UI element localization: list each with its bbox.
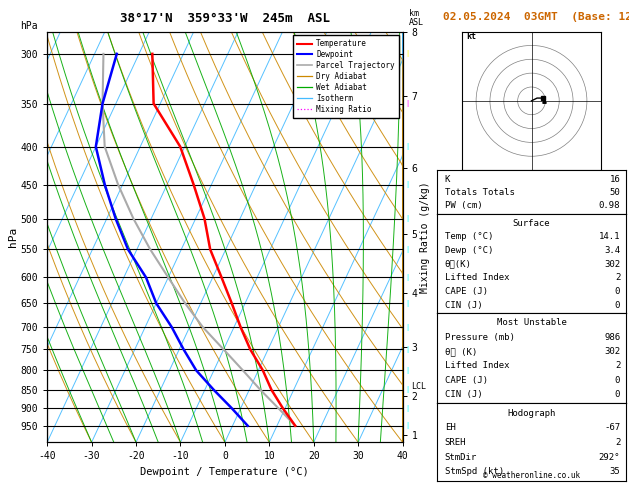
Text: 302: 302	[604, 260, 620, 269]
Text: |: |	[406, 100, 410, 107]
Text: |: |	[406, 274, 410, 281]
Text: Totals Totals: Totals Totals	[445, 188, 515, 197]
Text: Surface: Surface	[513, 219, 550, 227]
Text: 0: 0	[615, 390, 620, 399]
Text: Hodograph: Hodograph	[508, 409, 555, 417]
Text: CAPE (J): CAPE (J)	[445, 287, 487, 296]
Text: |: |	[406, 324, 410, 330]
Text: |: |	[406, 143, 410, 150]
Text: 35: 35	[610, 467, 620, 476]
Text: 0: 0	[615, 300, 620, 310]
Text: 16: 16	[610, 175, 620, 184]
Text: 2: 2	[615, 273, 620, 282]
Text: 292°: 292°	[599, 452, 620, 462]
Text: CIN (J): CIN (J)	[445, 390, 482, 399]
Text: 0: 0	[615, 376, 620, 384]
Y-axis label: Mixing Ratio (g/kg): Mixing Ratio (g/kg)	[420, 181, 430, 293]
Text: 14.1: 14.1	[599, 232, 620, 241]
Text: 0: 0	[615, 287, 620, 296]
Text: Most Unstable: Most Unstable	[496, 318, 567, 328]
Text: 2: 2	[615, 438, 620, 447]
Text: |: |	[406, 367, 410, 374]
Text: 02.05.2024  03GMT  (Base: 12): 02.05.2024 03GMT (Base: 12)	[443, 12, 629, 22]
Text: K: K	[445, 175, 450, 184]
Text: 302: 302	[604, 347, 620, 356]
Text: Dewp (°C): Dewp (°C)	[445, 246, 493, 255]
Text: |: |	[406, 246, 410, 253]
Text: EH: EH	[445, 423, 455, 432]
Text: Lifted Index: Lifted Index	[445, 361, 509, 370]
Text: -67: -67	[604, 423, 620, 432]
Text: CAPE (J): CAPE (J)	[445, 376, 487, 384]
Text: 986: 986	[604, 333, 620, 342]
X-axis label: Dewpoint / Temperature (°C): Dewpoint / Temperature (°C)	[140, 467, 309, 477]
Text: 50: 50	[610, 188, 620, 197]
Text: SREH: SREH	[445, 438, 466, 447]
Text: |: |	[406, 181, 410, 188]
Text: |: |	[406, 386, 410, 393]
Text: θᴇ (K): θᴇ (K)	[445, 347, 477, 356]
Text: |: |	[406, 346, 410, 353]
Text: StmDir: StmDir	[445, 452, 477, 462]
Text: 38°17'N  359°33'W  245m  ASL: 38°17'N 359°33'W 245m ASL	[120, 12, 330, 25]
Text: Pressure (mb): Pressure (mb)	[445, 333, 515, 342]
Text: |: |	[406, 300, 410, 307]
Text: kt: kt	[467, 32, 476, 40]
Text: PW (cm): PW (cm)	[445, 201, 482, 210]
Text: 2: 2	[615, 361, 620, 370]
Text: |: |	[406, 405, 410, 412]
Legend: Temperature, Dewpoint, Parcel Trajectory, Dry Adiabat, Wet Adiabat, Isotherm, Mi: Temperature, Dewpoint, Parcel Trajectory…	[293, 35, 399, 118]
Text: θᴇ(K): θᴇ(K)	[445, 260, 472, 269]
Text: km
ASL: km ASL	[409, 9, 424, 28]
Text: 0.98: 0.98	[599, 201, 620, 210]
Y-axis label: hPa: hPa	[8, 227, 18, 247]
Text: CIN (J): CIN (J)	[445, 300, 482, 310]
Text: |: |	[406, 51, 410, 57]
Text: |: |	[406, 422, 410, 429]
Text: LCL: LCL	[411, 382, 426, 391]
Text: StmSpd (kt): StmSpd (kt)	[445, 467, 504, 476]
Text: |: |	[406, 215, 410, 222]
Text: hPa: hPa	[21, 21, 38, 31]
Text: © weatheronline.co.uk: © weatheronline.co.uk	[483, 471, 580, 480]
Text: Lifted Index: Lifted Index	[445, 273, 509, 282]
Text: Temp (°C): Temp (°C)	[445, 232, 493, 241]
Text: 3.4: 3.4	[604, 246, 620, 255]
